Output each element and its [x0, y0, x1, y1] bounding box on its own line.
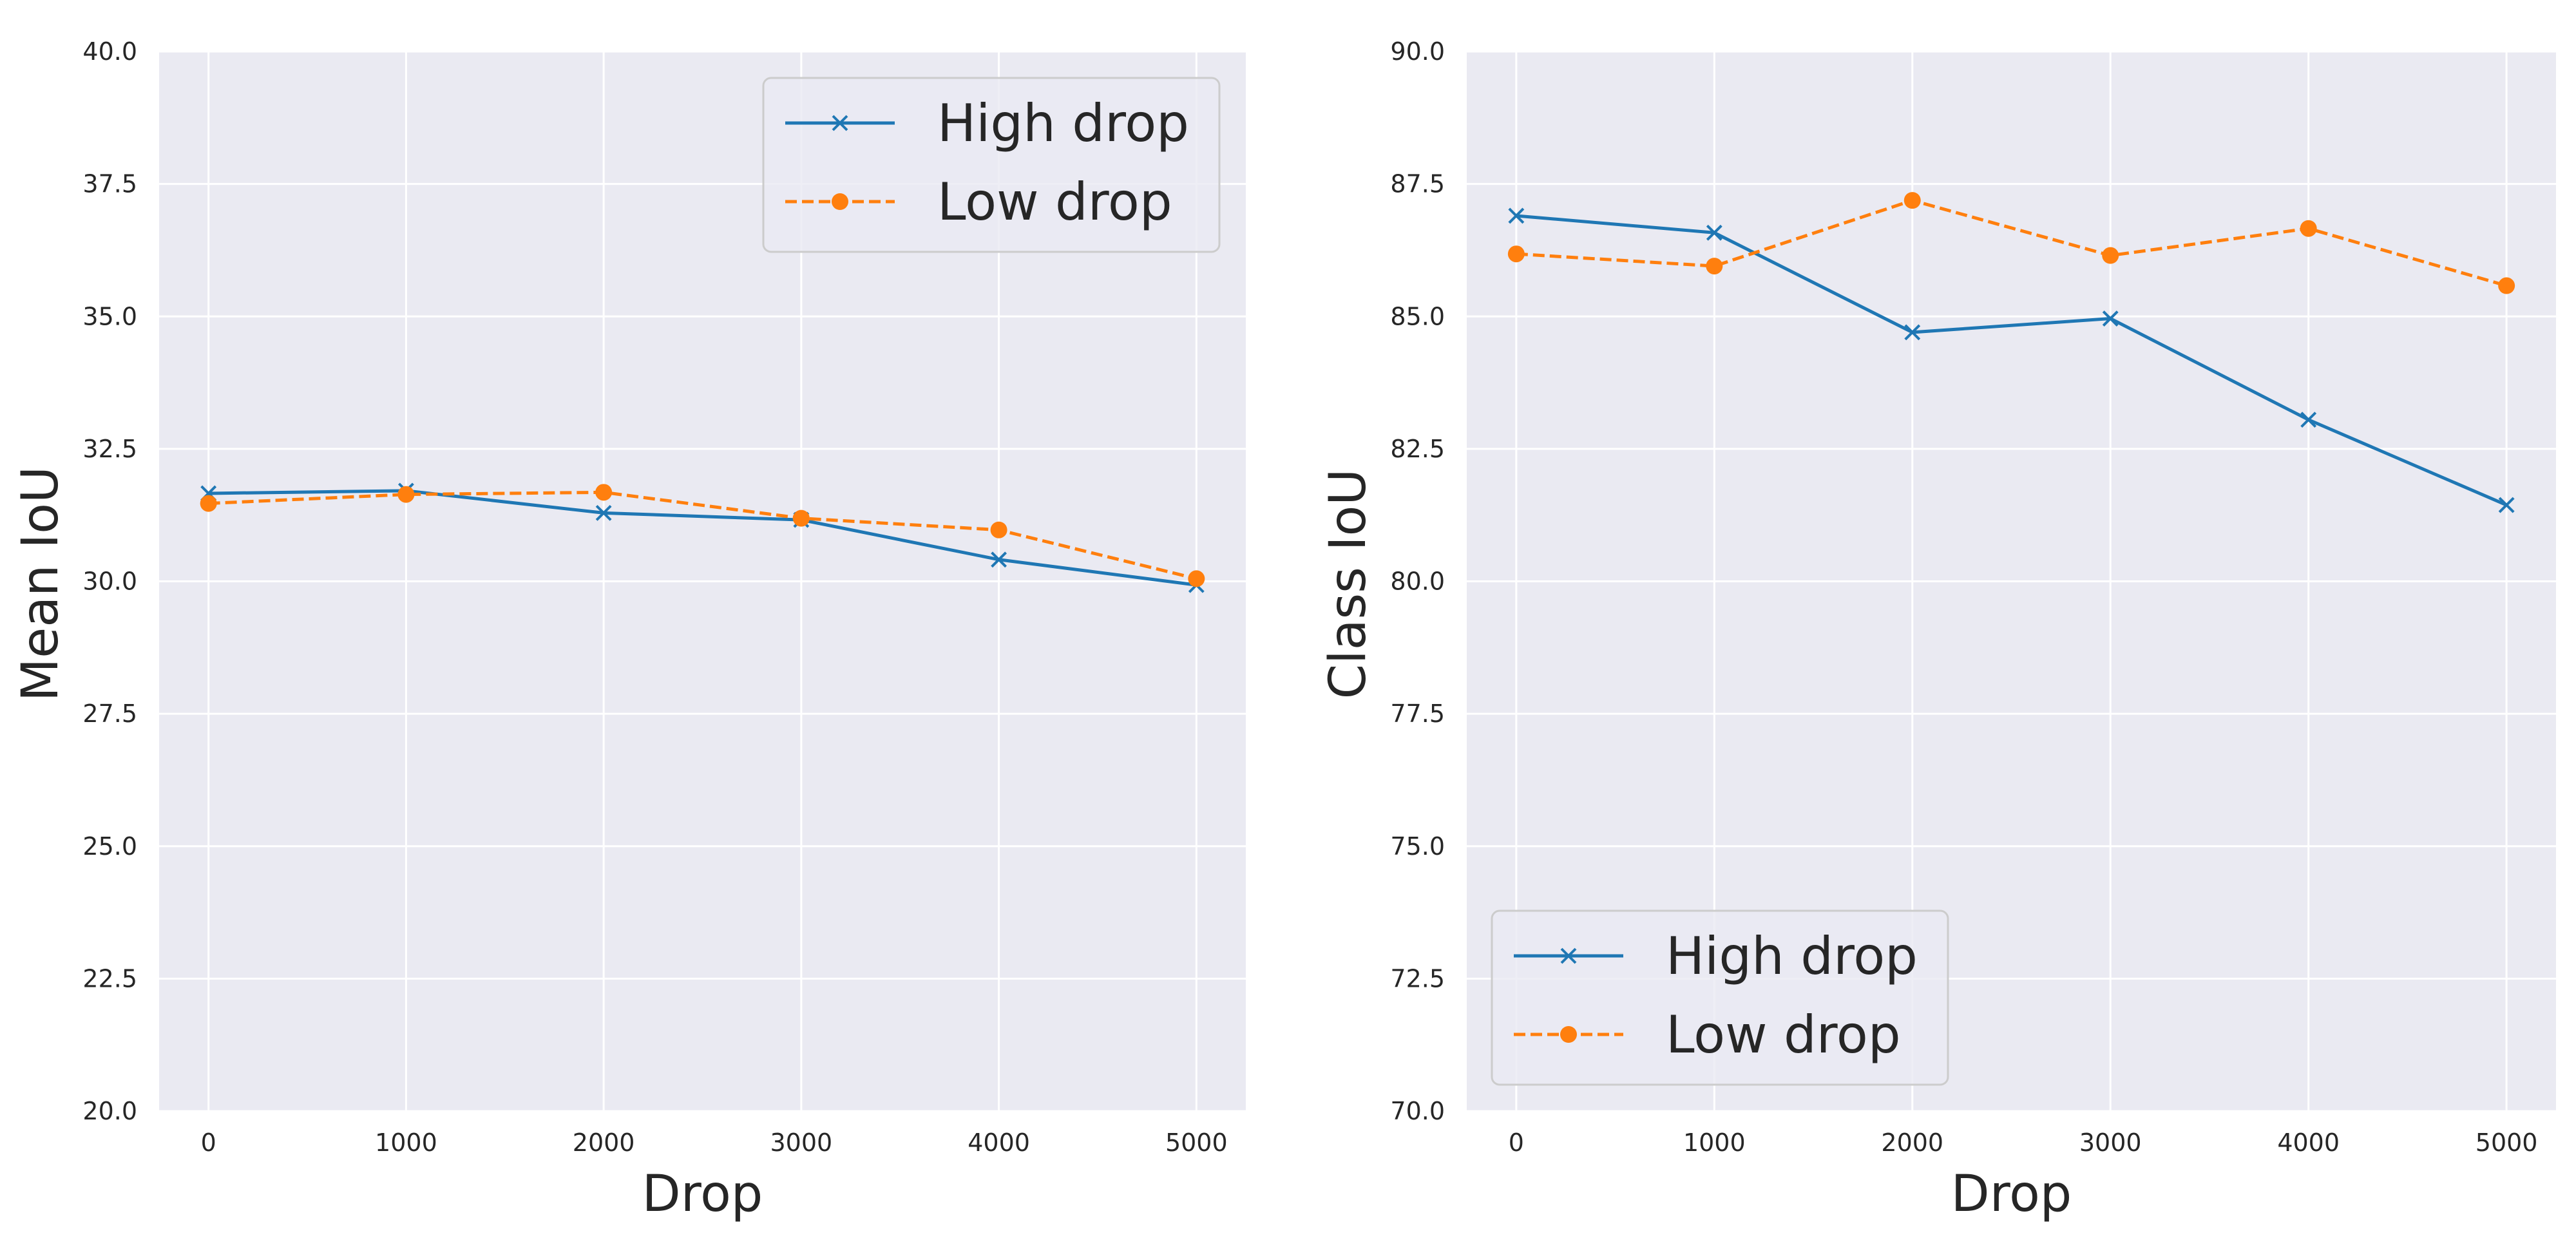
left-xtick-label: 0: [201, 1128, 216, 1157]
right-ytick-label: 75.0: [1390, 832, 1445, 861]
right-series-high-drop-point: [2102, 310, 2119, 327]
left-series-low-drop: [200, 484, 1205, 587]
right-series-low-drop-point: [2300, 220, 2317, 237]
right-ytick-label: 82.5: [1390, 435, 1445, 463]
left-ytick-label: 27.5: [82, 700, 137, 728]
left-legend-item-high-drop-label: High drop: [937, 93, 1189, 153]
right-ytick-label: 87.5: [1390, 170, 1445, 198]
right-xtick-label: 2000: [1881, 1128, 1943, 1157]
right-ytick-label: 70.0: [1390, 1097, 1445, 1125]
right-x-axis-title: Drop: [1951, 1165, 2072, 1223]
right-series-low-drop: [1507, 192, 2515, 294]
left-series-high-drop-point: [991, 551, 1007, 568]
right-series-low-drop-point: [1706, 258, 1723, 275]
left-legend-item-low-drop-marker: [832, 193, 848, 210]
left-xtick-label: 5000: [1165, 1128, 1228, 1157]
right-legend-item-low-drop-label: Low drop: [1666, 1005, 1901, 1065]
left-series-low-drop-point: [200, 495, 217, 512]
right-series-low-drop-point: [2102, 247, 2119, 264]
right-series-high-drop-point-stroke-b: [2498, 497, 2515, 513]
left-series-low-drop-point: [990, 521, 1007, 538]
right-legend: High drop Low drop: [1491, 909, 1949, 1086]
left-y-axis-title: Mean IoU: [12, 466, 70, 701]
right-legend-item-high-drop-marker: [1560, 947, 1577, 964]
left-xtick-label: 4000: [968, 1128, 1030, 1157]
right-xtick-label: 3000: [2079, 1128, 2142, 1157]
right-legend-item-high-drop-marker-stroke-b: [1560, 947, 1577, 964]
right-legend-item-low-drop-marker: [1560, 1026, 1577, 1043]
left-ytick-label: 20.0: [82, 1097, 137, 1125]
left-series-high-drop-point-stroke-b: [991, 551, 1007, 568]
right-series-high-drop-point-stroke-b: [2300, 412, 2317, 428]
right-legend-item-high-drop-label: High drop: [1666, 926, 1918, 986]
right-series-high-drop-point: [1904, 324, 1921, 341]
right-series-high-drop-point-stroke-b: [2102, 310, 2119, 327]
left-xtick-label: 2000: [573, 1128, 635, 1157]
left-series-high-drop-point-stroke-b: [595, 504, 612, 521]
right-chart: 70.0 72.5 75.0 77.5 80.0 82.5 85.0 87.5 90.0 0 100…: [1319, 37, 2556, 1223]
right-series-high-drop: [1508, 207, 2515, 513]
left-series-low-drop-line: [208, 490, 1197, 580]
left-ytick-label: 35.0: [82, 302, 137, 330]
right-ytick-label: 85.0: [1390, 302, 1445, 330]
right-ytick-label: 72.5: [1390, 964, 1445, 993]
right-xtick-label: 5000: [2476, 1128, 2538, 1157]
right-xtick-label: 4000: [2277, 1128, 2340, 1157]
left-series-high-drop-point: [595, 504, 612, 521]
right-series-high-drop-point: [2498, 497, 2515, 513]
right-series-low-drop-point: [1507, 245, 1525, 263]
right-ytick-label: 90.0: [1390, 37, 1445, 66]
left-legend-item-high-drop-marker-stroke-b: [832, 115, 848, 131]
left-ytick-label: 40.0: [82, 37, 137, 66]
right-series-high-drop-point: [1508, 207, 1525, 224]
left-ytick-label: 22.5: [82, 964, 137, 993]
left-chart: 20.0 22.5 25.0 27.5 30.0 32.5 35.0 37.5 40.0 0 100…: [12, 37, 1246, 1223]
left-series-low-drop-point: [397, 486, 415, 503]
right-series-high-drop-point-stroke-b: [1904, 324, 1921, 341]
left-ytick-label: 25.0: [82, 832, 137, 861]
right-ytick-label: 77.5: [1390, 700, 1445, 728]
left-x-axis-title: Drop: [642, 1165, 763, 1223]
left-xtick-label: 3000: [770, 1128, 833, 1157]
right-series-high-drop-line: [1516, 214, 2508, 507]
right-series-low-drop-line: [1516, 198, 2507, 287]
left-series-low-drop-point: [1188, 570, 1205, 587]
right-ytick-label: 80.0: [1390, 567, 1445, 596]
right-series-high-drop-point-stroke-b: [1508, 207, 1525, 224]
right-y-axis-title: Class IoU: [1319, 469, 1377, 700]
left-ytick-label: 37.5: [82, 170, 137, 198]
right-series-high-drop-point: [1706, 224, 1722, 241]
left-ytick-label: 30.0: [82, 567, 137, 596]
right-xtick-label: 0: [1509, 1128, 1524, 1157]
left-legend-item-low-drop-label: Low drop: [937, 172, 1172, 232]
right-series-low-drop-point: [2498, 277, 2515, 294]
right-series-high-drop-point: [2300, 412, 2317, 428]
left-ytick-label: 32.5: [82, 435, 137, 463]
right-xtick-label: 1000: [1683, 1128, 1746, 1157]
left-series-low-drop-point: [595, 484, 613, 501]
left-legend-item-high-drop-marker: [832, 115, 848, 131]
left-series-high-drop-line: [208, 489, 1197, 587]
left-xtick-label: 1000: [375, 1128, 437, 1157]
left-series-low-drop-point: [792, 509, 810, 527]
right-series-high-drop-point-stroke-b: [1706, 224, 1722, 241]
left-legend: High drop Low drop: [762, 77, 1221, 253]
right-series-low-drop-point: [1903, 192, 1921, 209]
